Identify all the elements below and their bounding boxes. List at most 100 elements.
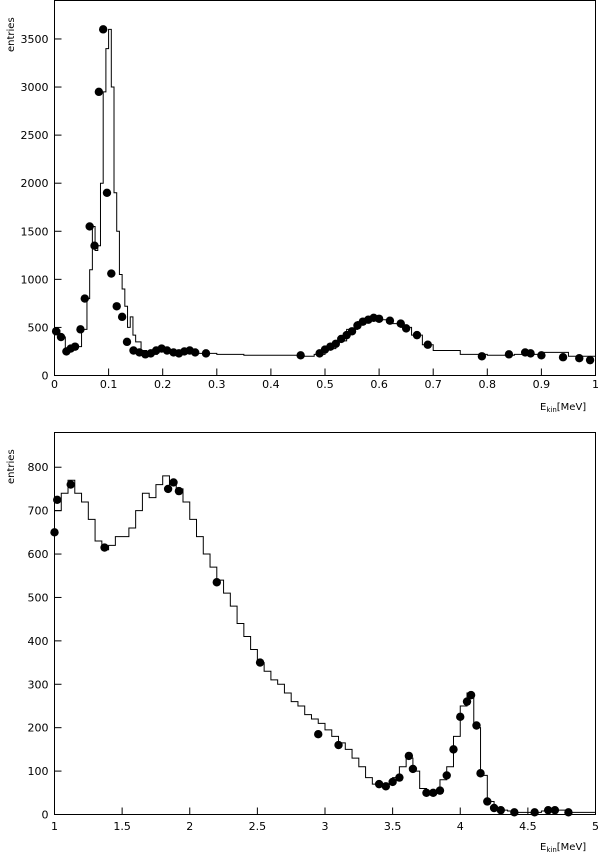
top-data-point: [585, 355, 595, 365]
bottom-axis-ticks: 1 1.5 2 2.5 3 3.5 4 4.5 5 0 100 200 300 400 500 600 700 8…: [28, 461, 598, 833]
bottom-data-point: [476, 769, 485, 778]
top-y-tick-label: 2500: [21, 129, 49, 142]
top-data-point: [85, 222, 94, 231]
top-data-points: [51, 25, 595, 365]
bottom-data-point: [381, 782, 391, 791]
bottom-x-tick-label: 2: [186, 820, 193, 833]
bottom-data-point: [496, 805, 506, 815]
top-x-tick-label: 0.7: [424, 378, 442, 391]
top-data-point: [94, 87, 104, 97]
top-x-axis-label-unit: [MeV]: [557, 402, 587, 413]
top-x-tick-label: 0.1: [100, 378, 118, 391]
top-data-point: [537, 351, 546, 360]
bottom-y-tick-label: 300: [28, 678, 49, 691]
top-histogram-line: [54, 28, 596, 361]
top-data-point: [374, 314, 384, 323]
top-plot-frame: [54, 0, 596, 376]
bottom-y-tick-label: 0: [42, 809, 49, 822]
bottom-data-point: [50, 528, 59, 537]
top-data-point: [80, 294, 89, 303]
top-x-axis-label: Ekin[MeV]: [540, 402, 586, 414]
bottom-data-point: [564, 808, 573, 817]
top-x-tick-label: 0.8: [479, 378, 497, 391]
top-data-point: [331, 339, 341, 348]
top-x-tick-label: 0: [51, 378, 58, 391]
bottom-data-point: [395, 773, 404, 782]
bottom-data-point: [429, 788, 438, 797]
bottom-data-point: [489, 803, 499, 813]
bottom-data-point: [66, 480, 75, 489]
bottom-y-tick-label: 400: [28, 635, 49, 648]
bottom-data-point: [100, 543, 109, 552]
top-data-point: [70, 342, 80, 351]
top-data-point: [504, 350, 514, 359]
bottom-data-point: [408, 764, 418, 774]
bottom-data-point: [435, 786, 445, 795]
bottom-energy-spectrum: 1 1.5 2 2.5 3 3.5 4 4.5 5 0 100 200 300 400 500 600 700 8…: [6, 432, 598, 853]
bottom-x-tick-label: 3: [322, 820, 329, 833]
bottom-y-tick-label: 100: [28, 765, 49, 778]
top-data-point: [98, 25, 108, 34]
top-y-tick-label: 3000: [21, 81, 49, 94]
top-data-point: [423, 340, 432, 349]
top-data-point: [117, 312, 127, 322]
top-y-tick-label: 500: [28, 321, 49, 334]
bottom-x-tick-label: 1: [51, 820, 58, 833]
top-data-point: [575, 353, 584, 363]
bottom-x-axis-label-unit: [MeV]: [557, 842, 587, 853]
top-x-tick-label: 0.6: [370, 378, 388, 391]
top-y-tick-label: 2000: [21, 177, 49, 190]
top-data-point: [102, 188, 112, 198]
bottom-data-point: [530, 808, 539, 817]
top-x-tick-label: 0.2: [154, 378, 172, 391]
top-x-axis-label-main: E: [540, 402, 546, 413]
bottom-x-axis-label-sub: kin: [546, 846, 556, 853]
bottom-data-point: [483, 797, 492, 806]
bottom-data-point: [255, 658, 265, 667]
bottom-data-point: [543, 805, 553, 815]
bottom-data-point: [334, 740, 343, 750]
bottom-data-point: [449, 745, 458, 754]
bottom-data-point: [466, 690, 476, 700]
bottom-y-tick-label: 700: [28, 505, 49, 518]
bottom-data-point: [442, 771, 451, 780]
top-data-point: [90, 241, 99, 250]
bottom-data-point: [212, 578, 221, 587]
bottom-x-tick-label: 1.5: [113, 820, 131, 833]
top-y-axis-label: entries: [6, 17, 17, 52]
bottom-data-point: [510, 808, 519, 817]
bottom-x-tick-label: 4: [457, 820, 464, 833]
bottom-x-tick-label: 4.5: [519, 820, 537, 833]
top-x-tick-label: 0.3: [208, 378, 226, 391]
bottom-y-tick-label: 200: [28, 722, 49, 735]
top-data-point: [56, 332, 66, 342]
bottom-x-axis-label: Ekin[MeV]: [540, 842, 586, 853]
top-y-tick-label: 0: [42, 370, 49, 383]
top-y-tick-label: 1000: [21, 273, 49, 286]
bottom-x-tick-label: 5: [592, 820, 598, 833]
bottom-data-point: [550, 805, 560, 815]
bottom-y-tick-label: 500: [28, 591, 49, 604]
bottom-y-tick-label: 800: [28, 461, 49, 474]
bottom-data-point: [174, 486, 184, 496]
top-data-point: [76, 325, 85, 334]
bottom-data-point: [472, 721, 481, 730]
top-axis-ticks: 0 0.1 0.2 0.3 0.4 0.5 0.6 0.7 0.8 0.9 1 0 500 1000 150…: [21, 33, 598, 391]
top-x-tick-label: 1: [592, 378, 598, 391]
bottom-x-axis-label-main: E: [540, 842, 546, 853]
bottom-data-point: [388, 777, 397, 787]
top-x-tick-label: 0.4: [262, 378, 280, 391]
bottom-x-tick-label: 3.5: [384, 820, 402, 833]
bottom-data-point: [456, 712, 465, 722]
top-y-tick-label: 3500: [21, 33, 49, 46]
top-data-point: [51, 327, 61, 336]
bottom-y-axis-label: entries: [6, 449, 17, 484]
bottom-data-point: [462, 697, 472, 706]
top-data-point: [347, 327, 357, 336]
top-data-point: [296, 351, 305, 360]
top-x-tick-label: 0.5: [316, 378, 334, 391]
bottom-histogram-line: [54, 475, 596, 815]
bottom-data-point: [374, 779, 384, 789]
bottom-plot-frame: [54, 432, 596, 815]
